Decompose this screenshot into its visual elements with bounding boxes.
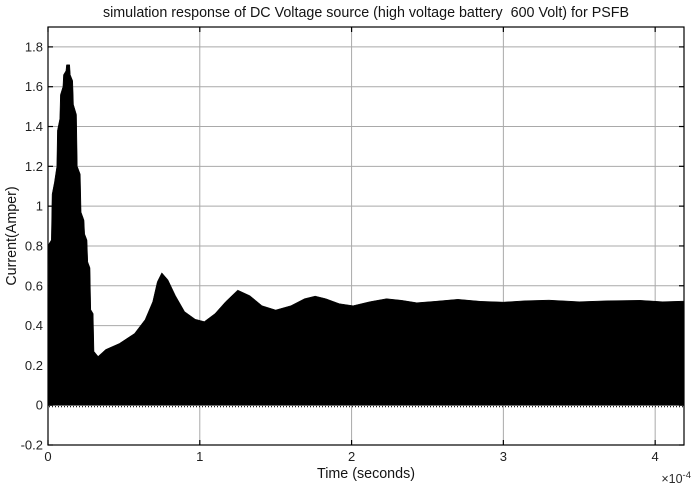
x-axis-multiplier-base: ×10 — [661, 472, 683, 487]
x-tick-label: 1 — [196, 449, 203, 464]
x-axis-label: Time (seconds) — [317, 466, 415, 482]
y-tick-label: 1 — [36, 199, 43, 214]
y-tick-label: 1.2 — [25, 159, 43, 174]
y-tick-label: 1.8 — [25, 39, 43, 54]
y-axis-label: Current(Amper) — [4, 186, 20, 286]
current-waveform — [47, 64, 685, 406]
axes-border — [47, 26, 685, 446]
x-tick-label: 4 — [652, 449, 659, 464]
y-tick-label: 0 — [36, 398, 43, 413]
y-tick-label: 1.4 — [25, 119, 43, 134]
x-tick-label: 2 — [348, 449, 355, 464]
y-tick-label: 0.4 — [25, 318, 43, 333]
x-tick-label: 0 — [44, 449, 51, 464]
y-tick-label: 1.6 — [25, 79, 43, 94]
x-tick-label: 3 — [500, 449, 507, 464]
y-tick-label: 0.6 — [25, 278, 43, 293]
y-tick-label: 0.2 — [25, 358, 43, 373]
x-axis-multiplier-exponent: -4 — [682, 470, 691, 481]
chart-title: simulation response of DC Voltage source… — [102, 5, 630, 21]
x-axis-multiplier: ×10-4 — [661, 470, 691, 486]
y-tick-label: -0.2 — [21, 438, 43, 453]
y-tick-label: 0.8 — [25, 238, 43, 253]
